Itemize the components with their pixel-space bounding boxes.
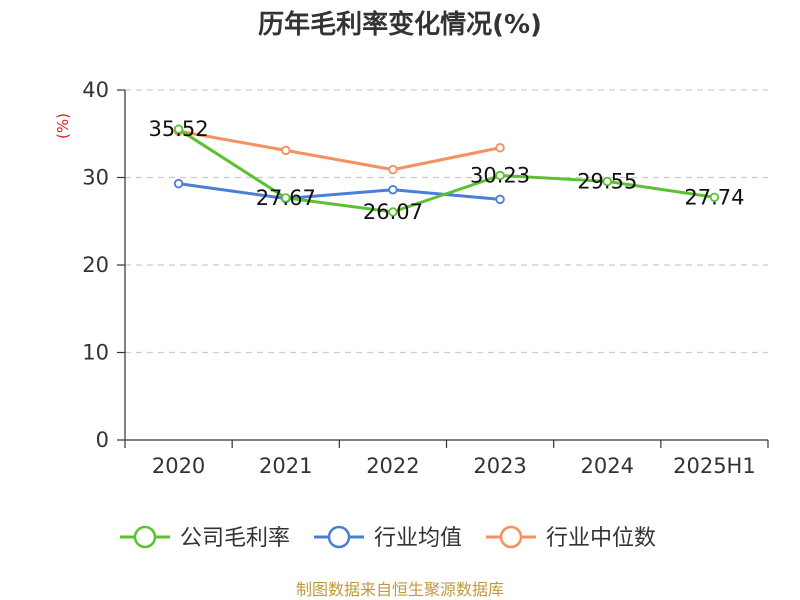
y-axis-label: (%)	[54, 113, 72, 139]
data-source-note: 制图数据来自恒生聚源数据库	[296, 580, 504, 599]
x-tick-label-2023: 2023	[473, 454, 526, 478]
x-tick-label-2022: 2022	[366, 454, 419, 478]
legend[interactable]: 公司毛利率 行业均值 行业中位数	[120, 525, 656, 551]
series-0-point-2022	[388, 207, 398, 217]
series-0-point-2020	[173, 124, 184, 134]
series-lines	[173, 124, 720, 217]
series-0	[173, 124, 720, 217]
series-0-point-2025H1	[709, 192, 720, 202]
y-tick-label-40: 40	[82, 78, 109, 102]
y-tick-label-30: 30	[82, 166, 109, 190]
series-0-point-2023	[495, 170, 505, 181]
legend-label-0: 公司毛利率	[180, 526, 290, 551]
series-2-point-2021	[281, 145, 291, 156]
series-line-0	[177, 127, 715, 214]
legend-swatch-marker-0	[133, 525, 157, 549]
x-tick-label-2025H1: 2025H1	[673, 454, 756, 478]
x-tick-label-2020: 2020	[152, 454, 205, 478]
x-tick-label-2021: 2021	[259, 454, 312, 478]
series-0-point-2021	[281, 193, 291, 203]
y-tick-label-10: 10	[82, 341, 109, 365]
series-2	[173, 126, 505, 175]
y-tick-label-20: 20	[82, 253, 109, 277]
series-2-point-2023	[495, 143, 505, 153]
grid-lines	[125, 89, 768, 354]
data-label-2020: 35.52	[149, 117, 209, 141]
legend-item-1[interactable]: 行业均值	[314, 525, 462, 551]
legend-item-0[interactable]: 公司毛利率	[120, 525, 290, 551]
data-label-2023: 30.23	[470, 163, 530, 187]
legend-swatch-marker-2	[499, 525, 523, 549]
series-1-point-2023	[495, 194, 505, 205]
legend-item-2[interactable]: 行业中位数	[486, 525, 656, 551]
axes: 0 10 20 30 40 2020 2021 2022 2023 2024 2025H1	[82, 78, 769, 478]
legend-label-1: 行业均值	[374, 526, 462, 551]
legend-swatch-marker-1	[327, 525, 351, 549]
data-label-2022: 26.07	[363, 200, 423, 224]
chart-title: 历年毛利率变化情况(%)	[258, 9, 542, 40]
legend-label-2: 行业中位数	[546, 526, 656, 551]
series-line-2	[178, 129, 501, 172]
series-1-point-2020	[173, 178, 184, 189]
data-labels: 35.52 27.67 26.07 30.23 29.55 27.74	[149, 117, 745, 224]
data-label-2021: 27.67	[256, 186, 316, 210]
data-label-2024: 29.55	[577, 169, 637, 193]
data-label-2025H1: 27.74	[684, 185, 744, 209]
y-tick-label-0: 0	[96, 428, 109, 452]
series-2-point-2022	[388, 164, 398, 175]
series-1-point-2022	[388, 185, 398, 195]
series-0-point-2024	[602, 176, 612, 187]
x-tick-label-2024: 2024	[581, 454, 634, 478]
